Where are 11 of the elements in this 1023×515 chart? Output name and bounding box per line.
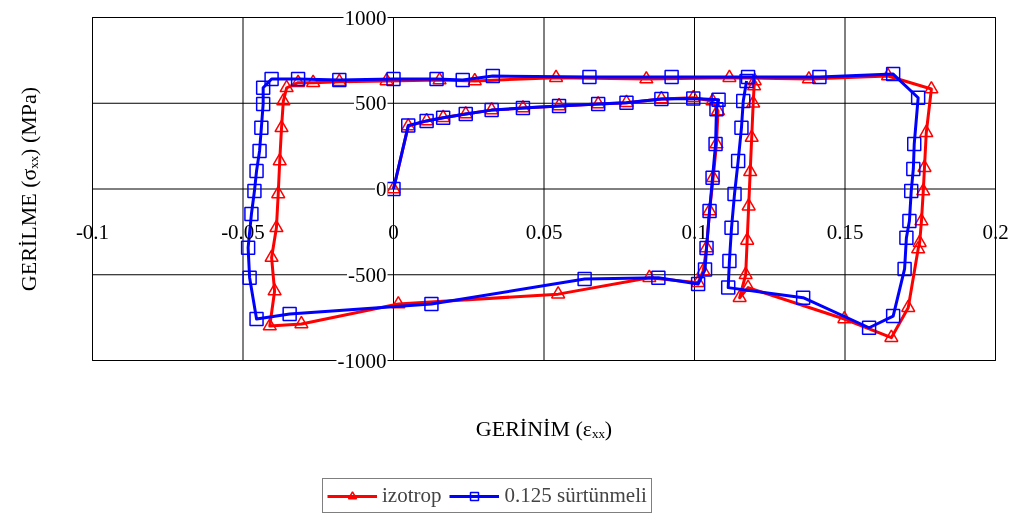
x-tick-label: 0.15 (826, 220, 864, 244)
y-tick-label: -500 (348, 262, 387, 287)
legend-label: 0.125 sürtünmeli (504, 483, 647, 508)
y-tick-label: 500 (355, 91, 387, 116)
y-axis-title: GERİLME (σₓₓ) (MPa) (16, 86, 41, 292)
y-tick-label: -1000 (337, 348, 387, 373)
y-tick-label: 0 (376, 177, 387, 201)
x-axis-title: GERİNİM (εₓₓ) (475, 416, 613, 441)
legend-label: izotrop (382, 483, 442, 508)
x-tick-label: 0.05 (525, 220, 563, 244)
y-tick-label: 1000 (344, 5, 387, 30)
